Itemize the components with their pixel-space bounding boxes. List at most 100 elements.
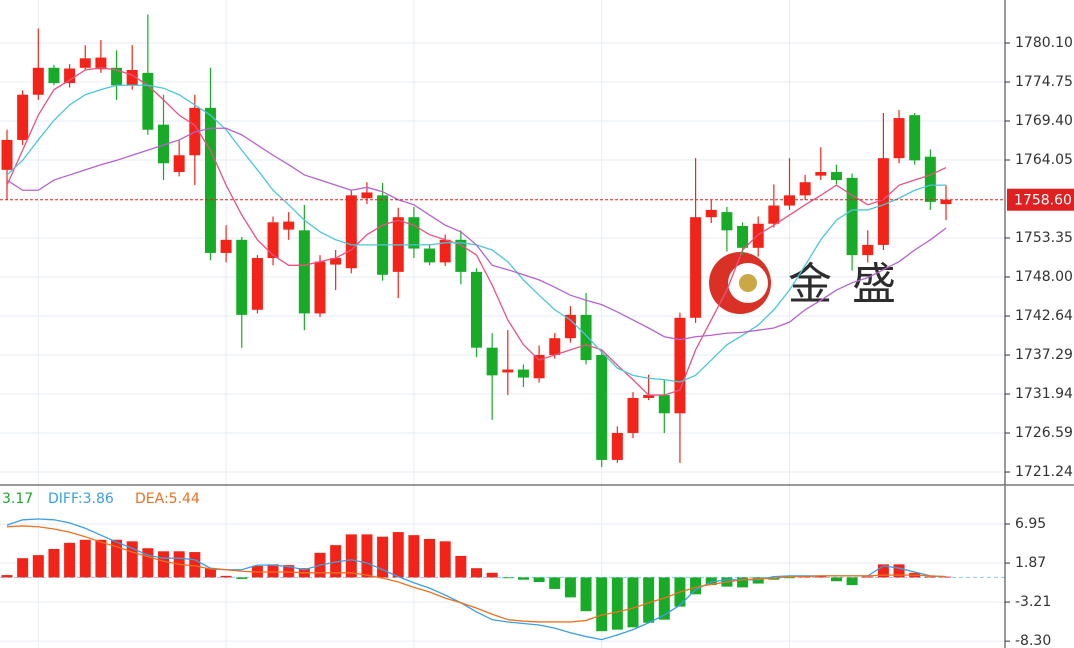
macd-bar xyxy=(439,541,451,578)
candle-body xyxy=(517,369,529,378)
macd-bar xyxy=(549,577,561,589)
macd-line xyxy=(6,518,947,641)
macd-bar xyxy=(564,577,576,598)
macd-bar xyxy=(142,548,154,578)
macd-bar xyxy=(737,577,749,588)
candle-body xyxy=(940,199,952,205)
macd-bar xyxy=(1,575,13,578)
candle-body xyxy=(408,217,420,249)
macd-bar xyxy=(126,541,138,578)
macd-bar xyxy=(424,539,436,578)
macd-bar xyxy=(204,568,216,578)
macd-bar xyxy=(533,577,545,583)
candle-body xyxy=(549,338,561,355)
candle-body xyxy=(564,314,576,339)
watermark-text: 金盛 xyxy=(788,259,916,310)
macd-bar xyxy=(330,545,342,578)
legend-entry: 3.17 xyxy=(2,491,33,507)
macd-bar xyxy=(862,576,874,578)
candle-body xyxy=(142,72,154,130)
candle-body xyxy=(126,69,138,86)
macd-bar xyxy=(471,568,482,578)
candle-body xyxy=(424,248,436,263)
macd-bar xyxy=(893,564,905,578)
macd-bar xyxy=(627,577,639,628)
macd-bar xyxy=(220,575,232,578)
candle-body xyxy=(455,239,467,272)
candle-body xyxy=(596,354,608,460)
macd-bar xyxy=(517,577,529,580)
candle-body xyxy=(533,354,545,379)
legend-entry: DIFF:3.86 xyxy=(48,491,114,507)
candle-body xyxy=(111,67,123,86)
y-tick-label: 1731.94 xyxy=(1015,386,1073,402)
macd-bar xyxy=(596,577,608,632)
candle-body xyxy=(877,158,889,245)
candle-body xyxy=(611,432,623,460)
candle-body xyxy=(502,369,514,373)
macd-bar xyxy=(924,576,936,578)
y-tick-label: 1737.29 xyxy=(1015,347,1073,363)
macd-bar xyxy=(32,555,44,578)
candle-body xyxy=(737,225,749,248)
y-tick-label: 1774.75 xyxy=(1015,74,1073,90)
y-tick-label: 1769.40 xyxy=(1015,113,1073,129)
macd-bar xyxy=(17,558,29,578)
candle-body xyxy=(79,58,91,68)
macd-bar xyxy=(189,552,201,578)
candle-body xyxy=(377,195,389,275)
candle-body xyxy=(345,195,357,269)
candle-body xyxy=(815,172,827,176)
ma-line xyxy=(6,67,947,396)
candle-body xyxy=(909,115,921,161)
candle-body xyxy=(32,67,44,95)
candle-body xyxy=(330,258,342,265)
candle-body xyxy=(64,68,76,84)
candle-body xyxy=(705,209,717,218)
candle-body xyxy=(784,195,795,206)
macd-bar xyxy=(345,534,357,578)
candle-body xyxy=(830,172,842,181)
candle-body xyxy=(690,217,702,318)
macd-bar xyxy=(408,535,420,578)
candle-body xyxy=(48,67,60,84)
candle-body xyxy=(95,57,107,70)
candle-body xyxy=(799,182,811,196)
macd-bar xyxy=(611,577,623,630)
y-tick-label: 1726.59 xyxy=(1015,425,1073,441)
candle-body xyxy=(752,223,764,248)
candle-body xyxy=(283,221,295,230)
macd-bar xyxy=(752,577,764,584)
y-tick-label: 1780.10 xyxy=(1015,35,1073,51)
macd-bar xyxy=(846,577,858,586)
y-tick-label: 1.87 xyxy=(1015,555,1046,571)
macd-bar xyxy=(377,536,389,578)
last-price-label: 1758.60 xyxy=(1014,193,1072,209)
candle-body xyxy=(314,261,326,314)
macd-bar xyxy=(392,532,404,578)
candle-body xyxy=(220,239,232,253)
macd-bar xyxy=(64,542,76,578)
y-tick-label: 1753.35 xyxy=(1015,230,1073,246)
ma-line xyxy=(6,127,947,341)
macd-bar xyxy=(267,564,279,578)
candle-body xyxy=(1,139,13,170)
logo-dot xyxy=(739,274,757,292)
candle-body xyxy=(236,239,248,315)
candle-body xyxy=(643,395,655,398)
macd-bar xyxy=(502,577,514,579)
candle-body xyxy=(486,347,498,376)
candle-body xyxy=(924,156,936,202)
y-tick-label: 1742.64 xyxy=(1015,308,1073,324)
macd-bar xyxy=(690,577,702,595)
candle-body xyxy=(267,222,279,259)
legend-entry: DEA:5.44 xyxy=(135,491,200,507)
candle-body xyxy=(158,124,169,164)
candle-body xyxy=(846,177,858,256)
candle-body xyxy=(627,397,639,433)
macd-bar xyxy=(111,539,123,578)
last-price-box xyxy=(1007,188,1074,211)
